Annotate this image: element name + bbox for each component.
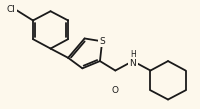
Text: Cl: Cl — [6, 5, 15, 14]
Text: H: H — [129, 50, 135, 59]
Text: N: N — [129, 59, 136, 68]
Text: S: S — [99, 37, 104, 46]
Text: N: N — [129, 59, 136, 68]
Text: O: O — [111, 86, 118, 95]
Text: O: O — [111, 86, 118, 95]
Text: Cl: Cl — [6, 5, 15, 14]
Text: S: S — [99, 37, 104, 46]
Text: H: H — [129, 50, 135, 59]
